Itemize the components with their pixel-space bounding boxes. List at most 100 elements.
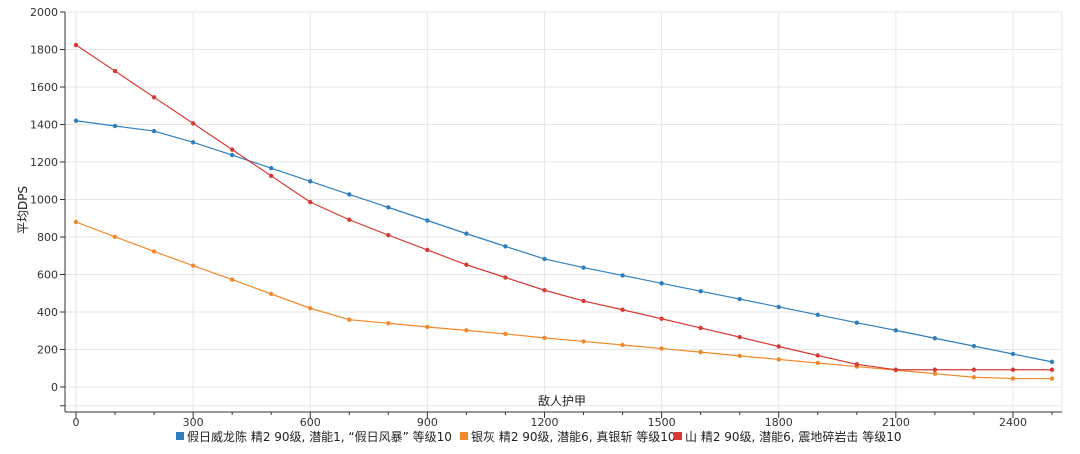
axes — [60, 11, 1062, 418]
x-tick-label: 900 — [417, 416, 438, 429]
data-point — [503, 331, 508, 337]
data-point — [425, 324, 430, 330]
legend-label: 银灰 精2 90级, 潜能6, 真银斩 等级10 — [471, 430, 676, 444]
data-point — [932, 371, 938, 376]
data-point — [112, 123, 118, 129]
data-point — [1049, 376, 1055, 381]
series-line — [75, 120, 1053, 363]
y-tick-label: 1000 — [30, 194, 58, 207]
data-point — [659, 346, 664, 351]
data-point — [698, 349, 703, 355]
x-axis-title: 敌人护甲 — [538, 393, 586, 408]
data-point — [581, 298, 586, 304]
data-point — [73, 42, 79, 48]
data-point — [1049, 359, 1055, 365]
x-tick-label: 2400 — [999, 416, 1027, 429]
data-point — [190, 121, 196, 126]
data-point — [464, 231, 469, 236]
y-tick-label: 1800 — [30, 44, 58, 57]
data-point — [815, 353, 820, 358]
legend-item[interactable]: 银灰 精2 90级, 潜能6, 真银斩 等级10 — [460, 430, 676, 444]
data-point — [659, 316, 664, 321]
x-tick-labels: 0 300 600 900 1200 1500 1800 2100 2400 — [73, 416, 1027, 429]
data-point — [190, 263, 196, 268]
data-point — [776, 357, 781, 362]
data-point — [698, 325, 703, 331]
data-point — [503, 275, 508, 280]
data-point — [73, 118, 79, 123]
data-point — [932, 336, 938, 341]
grid-lines — [65, 11, 1063, 412]
data-point — [229, 152, 235, 158]
data-point — [112, 234, 118, 240]
data-point — [386, 205, 391, 210]
data-point — [347, 217, 352, 222]
data-point — [542, 256, 547, 262]
series-line — [75, 44, 1052, 371]
data-point — [425, 218, 430, 223]
data-point — [581, 265, 586, 270]
data-point — [269, 291, 274, 297]
x-tick-label: 2100 — [882, 416, 910, 429]
data-point — [620, 307, 625, 312]
y-tick-label: 200 — [37, 344, 58, 357]
data-point — [737, 353, 742, 359]
y-tick-label: 0 — [51, 381, 58, 394]
series-lines — [73, 42, 1055, 381]
data-point — [386, 232, 391, 238]
legend[interactable]: 假日威龙陈 精2 90级, 潜能1, “假日风暴” 等级10 银灰 精2 90级,… — [176, 429, 902, 444]
legend-swatch — [674, 432, 682, 440]
legend-swatch — [460, 432, 468, 440]
data-point — [229, 147, 235, 152]
legend-label: 假日威龙陈 精2 90级, 潜能1, “假日风暴” 等级10 — [187, 429, 452, 444]
data-point — [464, 262, 469, 267]
data-point — [151, 249, 157, 254]
data-point — [971, 375, 977, 380]
x-tick-label: 1800 — [765, 416, 793, 429]
data-point — [308, 199, 313, 205]
data-point — [1049, 367, 1055, 372]
data-point — [347, 192, 352, 197]
data-point — [893, 328, 899, 333]
x-tick-label: 1500 — [648, 416, 676, 429]
data-point — [815, 312, 820, 318]
data-point — [1010, 376, 1016, 381]
data-point — [269, 173, 274, 179]
data-point — [971, 343, 977, 349]
data-point — [815, 360, 820, 366]
data-point — [308, 306, 313, 311]
legend-swatch — [176, 432, 184, 440]
y-axis-title: 平均DPS — [16, 186, 30, 234]
data-point — [151, 95, 157, 100]
data-point — [464, 328, 469, 333]
data-point — [425, 247, 430, 253]
data-point — [308, 179, 313, 184]
data-point — [620, 273, 625, 278]
data-point — [503, 244, 508, 249]
data-point — [112, 68, 118, 74]
x-tick-label: 600 — [300, 416, 321, 429]
data-point — [542, 335, 547, 341]
data-point — [854, 362, 859, 367]
y-tick-label: 1200 — [30, 156, 58, 169]
legend-item[interactable]: 假日威龙陈 精2 90级, 潜能1, “假日风暴” 等级10 — [176, 429, 452, 444]
data-point — [971, 367, 977, 372]
data-point — [347, 317, 352, 322]
data-point — [698, 288, 703, 294]
legend-label: 山 精2 90级, 潜能6, 震地碎岩击 等级10 — [685, 429, 902, 444]
y-tick-label: 1600 — [30, 81, 58, 94]
series-line — [75, 221, 1052, 380]
data-point — [542, 288, 547, 293]
data-point — [893, 367, 899, 372]
data-point — [1010, 351, 1016, 357]
data-point — [737, 334, 742, 340]
data-point — [659, 281, 664, 286]
y-tick-label: 1400 — [30, 119, 58, 132]
y-tick-label: 400 — [37, 306, 58, 319]
data-point — [581, 339, 586, 344]
data-point — [229, 277, 235, 282]
data-point — [269, 165, 274, 171]
legend-item[interactable]: 山 精2 90级, 潜能6, 震地碎岩击 等级10 — [674, 429, 902, 444]
data-point — [151, 128, 157, 134]
